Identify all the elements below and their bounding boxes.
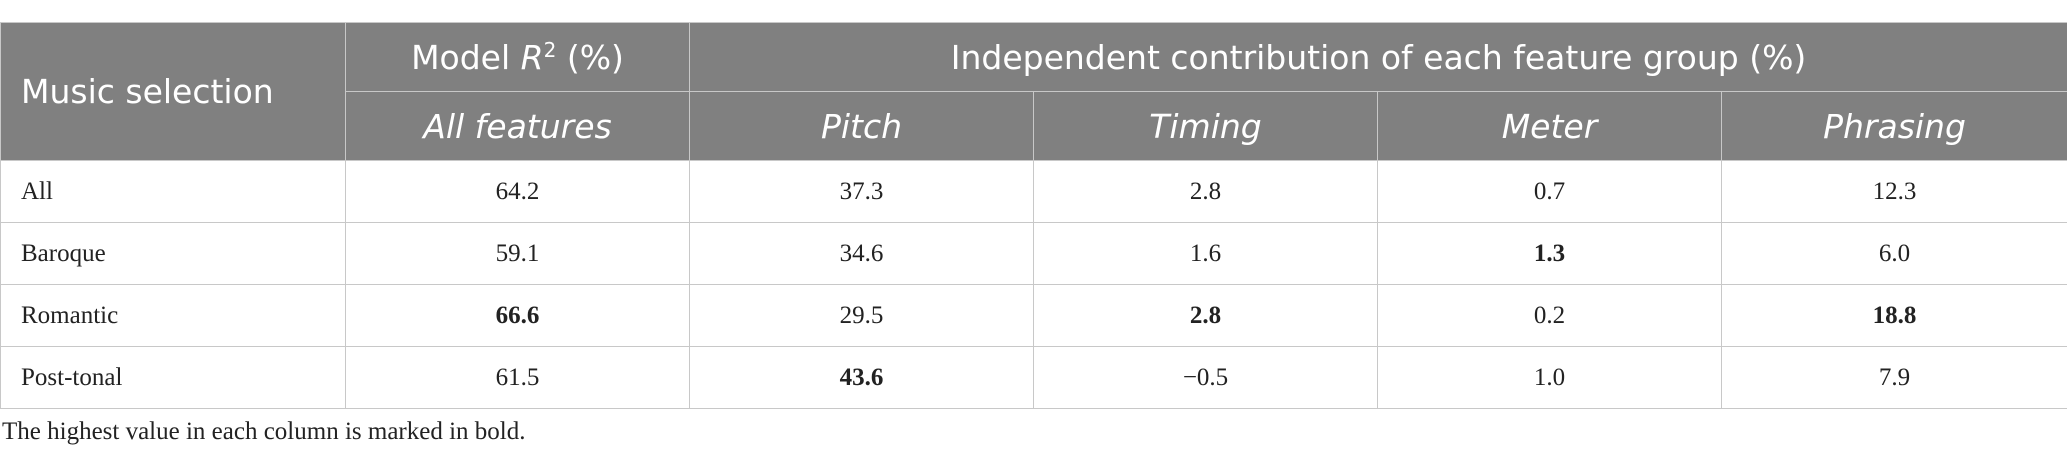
table-row: Baroque 59.1 34.6 1.6 1.3 6.0 — [0, 222, 2067, 285]
cell: 1.0 — [1377, 346, 1722, 409]
header-text: (%) — [566, 37, 624, 77]
column-header: Meter — [1377, 91, 1722, 161]
cell: 66.6 — [345, 284, 690, 347]
cell: 1.3 — [1377, 222, 1722, 285]
row-label: Baroque — [0, 222, 346, 285]
table-row: Post-tonal 61.5 43.6 −0.5 1.0 7.9 — [0, 346, 2067, 409]
header-row: All features Pitch Timing Meter Phrasing — [1, 91, 2067, 161]
table-row: Romantic 66.6 29.5 2.8 0.2 18.8 — [0, 284, 2067, 347]
column-header: All features — [345, 91, 690, 161]
cell: 61.5 — [345, 346, 690, 409]
cell: 64.2 — [345, 160, 690, 223]
cell: 43.6 — [689, 346, 1034, 409]
cell: 59.1 — [345, 222, 690, 285]
cell: 0.2 — [1377, 284, 1722, 347]
cell: 0.7 — [1377, 160, 1722, 223]
column-header: Timing — [1033, 91, 1378, 161]
cell: −0.5 — [1033, 346, 1378, 409]
table-body: All 64.2 37.3 2.8 0.7 12.3 Baroque 59.1 34.6 1.6 1… — [0, 160, 2067, 409]
row-label: All — [0, 160, 346, 223]
footnote: The highest value in each column is mark… — [2, 418, 526, 445]
header-var: R — [520, 37, 544, 77]
cell: 12.3 — [1720, 160, 2067, 223]
model-header: Model R2 (%) — [345, 22, 690, 92]
row-label: Post-tonal — [0, 346, 346, 409]
cell: 29.5 — [689, 284, 1034, 347]
cell: 2.8 — [1033, 160, 1378, 223]
header-sup: 2 — [543, 37, 557, 62]
cell: 37.3 — [689, 160, 1034, 223]
header-row: Music selection Model R2 (%) Independent… — [0, 22, 2067, 161]
cell: 2.8 — [1033, 284, 1378, 347]
cell: 34.6 — [689, 222, 1034, 285]
header-text: Model — [411, 37, 511, 77]
group-header: Independent contribution of each feature… — [688, 22, 2067, 92]
column-header: Pitch — [689, 91, 1034, 161]
row-label-header: Music selection — [0, 22, 346, 161]
data-table: Music selection Model R2 (%) Independent… — [0, 22, 2067, 409]
row-label: Romantic — [0, 284, 346, 347]
cell: 18.8 — [1720, 284, 2067, 347]
cell: 1.6 — [1033, 222, 1378, 285]
cell: 7.9 — [1720, 346, 2067, 409]
cell: 6.0 — [1720, 222, 2067, 285]
table-row: All 64.2 37.3 2.8 0.7 12.3 — [0, 160, 2067, 223]
column-header: Phrasing — [1720, 91, 2067, 161]
